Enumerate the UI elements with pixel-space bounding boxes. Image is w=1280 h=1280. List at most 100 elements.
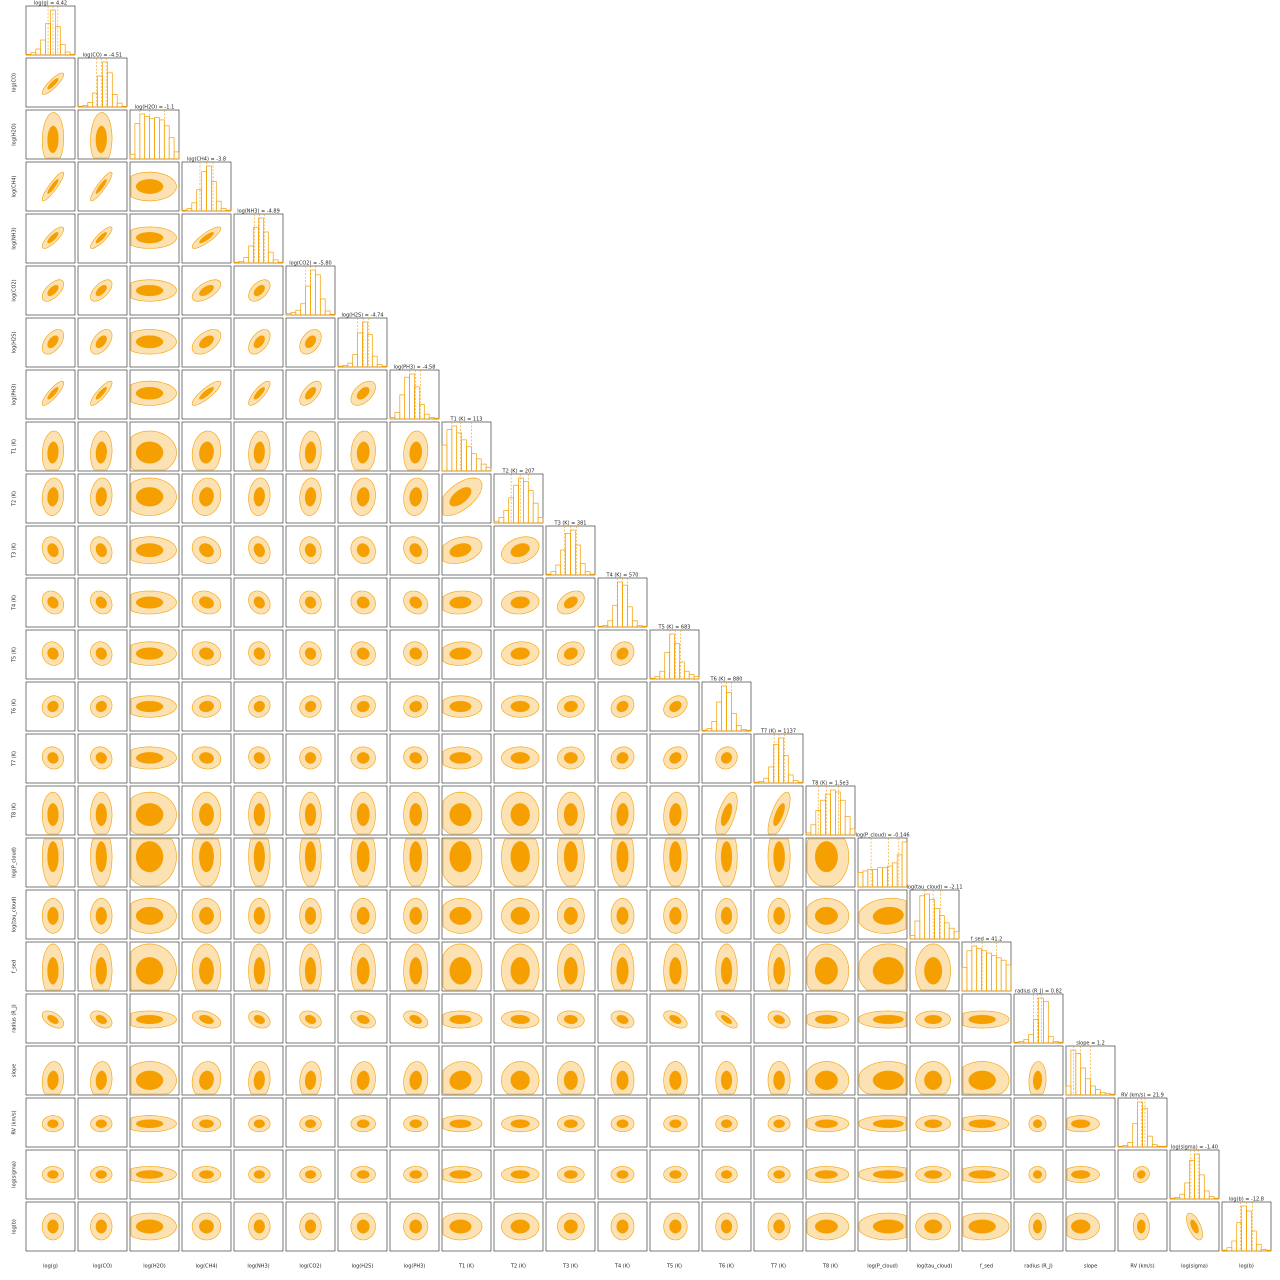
x-axis-label: log(H2S) — [352, 1264, 374, 1270]
hist-bar — [882, 867, 888, 888]
density-inner — [253, 1015, 265, 1025]
density-inner — [253, 596, 265, 609]
density-inner — [669, 1170, 682, 1179]
hist-bar — [451, 425, 458, 472]
density-inner — [814, 1219, 838, 1234]
density-inner — [409, 1070, 423, 1090]
hist-bar — [347, 362, 354, 368]
panel-frame — [25, 681, 76, 732]
panel-frame — [701, 1097, 752, 1148]
panel-frame — [233, 577, 284, 628]
panel-frame — [493, 1201, 544, 1252]
panel-frame — [545, 1097, 596, 1148]
hist-bar — [1142, 1107, 1148, 1148]
panel-frame — [77, 1201, 128, 1252]
hist-bar — [745, 729, 752, 732]
panel-frame — [857, 889, 908, 940]
density-inner — [135, 232, 164, 244]
density-inner — [924, 1119, 943, 1129]
hist-bar — [768, 766, 774, 784]
density-inner — [563, 752, 578, 764]
panel-frame — [129, 837, 180, 888]
hist-bar — [1161, 1145, 1168, 1148]
panel-frame — [389, 993, 440, 1044]
panel-frame — [545, 1045, 596, 1096]
density-inner — [449, 1015, 472, 1025]
panel-frame — [701, 889, 752, 940]
hist-bar — [389, 417, 396, 420]
density-inner — [669, 841, 682, 873]
hist-bar — [324, 310, 331, 316]
hist-bar — [909, 935, 916, 940]
density-inner — [924, 957, 943, 985]
density-inner — [409, 906, 423, 925]
panel-frame — [285, 369, 336, 420]
panel-frame — [597, 889, 648, 940]
panel-frame — [389, 1045, 440, 1096]
hist-bar — [480, 463, 487, 472]
panel-title: T3 (K) = 381 — [554, 521, 587, 527]
density-inner — [669, 700, 682, 713]
panel-title: T8 (K) = 1.5e3 — [811, 781, 849, 787]
density-inner — [616, 1219, 629, 1234]
density-inner — [720, 1170, 733, 1179]
panel-frame — [649, 681, 700, 732]
panel-frame — [441, 525, 492, 576]
hist-bar — [716, 701, 722, 732]
x-axis-label: log(g) — [43, 1264, 58, 1270]
hist-bar — [40, 39, 46, 56]
density-inner — [304, 1015, 317, 1025]
hist-bar — [248, 245, 254, 264]
hist-bar — [877, 867, 883, 888]
hist-bar — [1104, 1092, 1111, 1096]
panel-frame — [285, 317, 336, 368]
panel-title: log(NH3) = -4.89 — [237, 209, 280, 215]
hist-bar — [1221, 1249, 1228, 1252]
hist-bar — [1075, 1053, 1082, 1096]
density-inner — [356, 596, 370, 609]
density-inner — [135, 1070, 164, 1090]
panel-frame — [701, 785, 752, 836]
density-inner — [510, 1119, 530, 1129]
panel-frame — [285, 577, 336, 628]
panel-frame — [25, 473, 76, 524]
hist-bar — [1226, 1247, 1233, 1252]
hist-bar — [1246, 1210, 1252, 1252]
hist-bar — [1023, 1039, 1030, 1044]
density-inner — [47, 387, 59, 400]
hist-bar — [1156, 1145, 1163, 1148]
panel-frame — [337, 473, 388, 524]
panel-frame — [233, 421, 284, 472]
panel-frame — [25, 369, 76, 420]
y-axis-label: T3 (K) — [12, 543, 18, 559]
hist-bar — [238, 261, 245, 264]
density-inner — [872, 1119, 904, 1129]
density-inner — [95, 957, 107, 985]
x-axis-label: log(PH3) — [404, 1264, 426, 1270]
panel-frame — [129, 733, 180, 784]
hist-bar — [948, 927, 955, 940]
hist-bar — [149, 118, 155, 160]
panel-title: log(g) = 4.42 — [34, 1, 67, 7]
hist-bar — [428, 417, 435, 420]
density-inner — [199, 232, 214, 244]
density-inner — [814, 906, 838, 925]
hist-bar — [532, 502, 539, 524]
hist-bar — [159, 119, 165, 160]
density-inner — [449, 1219, 472, 1234]
density-inner — [356, 387, 370, 400]
density-inner — [409, 1015, 423, 1024]
panel-frame — [129, 785, 180, 836]
density-inner — [253, 487, 265, 507]
density-inner — [356, 1219, 370, 1234]
panel-frame — [753, 993, 804, 1044]
density-inner — [304, 841, 317, 873]
density-inner — [135, 700, 164, 713]
density-inner — [356, 957, 370, 985]
hist-bar — [1013, 1041, 1020, 1044]
y-axis-label: log(CO) — [12, 73, 18, 92]
hist-bar — [830, 789, 836, 836]
density-inner — [1032, 1070, 1042, 1090]
x-axis-label: log(CO) — [93, 1264, 112, 1270]
panel-frame — [1169, 1201, 1220, 1252]
